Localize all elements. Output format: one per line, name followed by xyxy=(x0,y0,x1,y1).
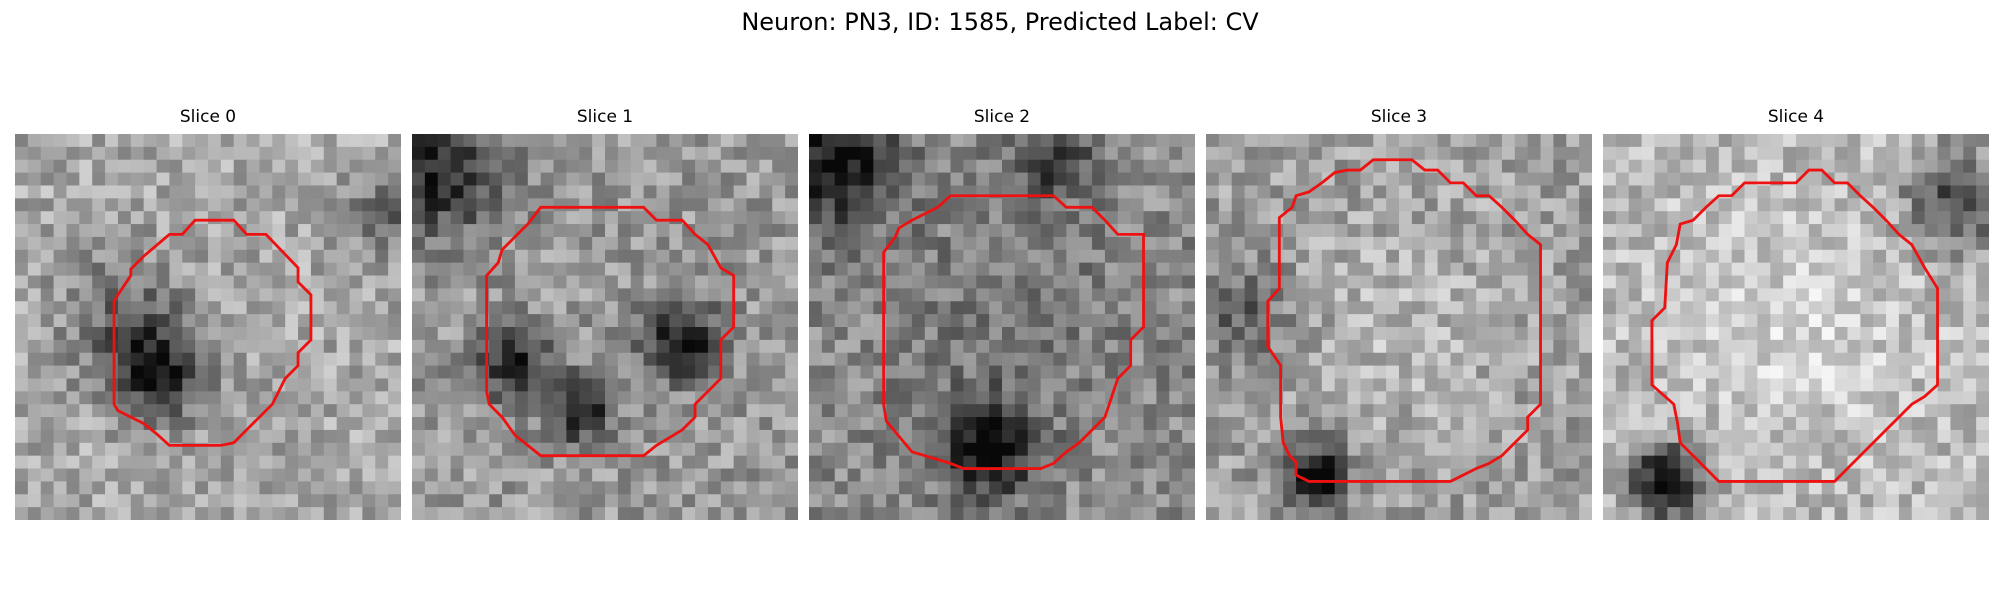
cell-contour-2 xyxy=(882,194,1145,470)
cell-contour-3 xyxy=(1266,158,1542,483)
cell-contour-1 xyxy=(485,205,736,458)
figure-title: Neuron: PN3, ID: 1585, Predicted Label: … xyxy=(741,8,1259,36)
slice-image-1 xyxy=(412,134,798,520)
slice-panel-0: Slice 0 xyxy=(15,106,401,520)
cell-contour-0 xyxy=(112,218,313,447)
slice-image-0 xyxy=(15,134,401,520)
slice-image-2 xyxy=(809,134,1195,520)
slice-title-0: Slice 0 xyxy=(179,107,237,127)
cell-contour-4 xyxy=(1650,168,1939,483)
slice-panel-4: Slice 4 xyxy=(1603,106,1989,520)
slice-panel-3: Slice 3 xyxy=(1206,106,1592,520)
slice-title-1: Slice 1 xyxy=(576,107,634,127)
slice-panel-1: Slice 1 xyxy=(412,106,798,520)
slice-image-3 xyxy=(1206,134,1592,520)
slice-title-3: Slice 3 xyxy=(1370,107,1428,127)
slice-panel-2: Slice 2 xyxy=(809,106,1195,520)
slice-title-2: Slice 2 xyxy=(973,107,1031,127)
slice-image-4 xyxy=(1603,134,1989,520)
slice-title-4: Slice 4 xyxy=(1767,107,1825,127)
